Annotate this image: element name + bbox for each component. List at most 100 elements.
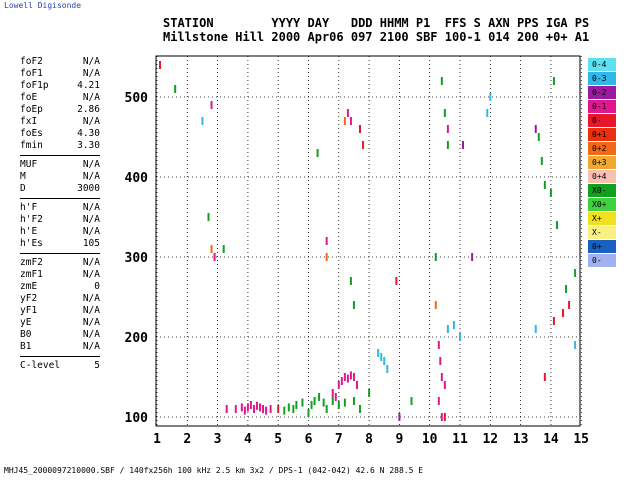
y-tick-label: 100	[125, 411, 149, 426]
echo-mark	[434, 301, 437, 309]
header-values: Millstone Hill 2000 Apr06 097 2100 SBF 1…	[163, 30, 590, 44]
param-separator	[20, 253, 100, 254]
echo-mark	[359, 405, 362, 413]
param-row: D 3000	[20, 183, 100, 195]
echo-mark	[446, 325, 449, 333]
legend-item: X-	[588, 226, 616, 239]
echo-mark	[269, 405, 272, 413]
footer-info: MHJ45_2000097210000.SBF / 140fx256h 100 …	[4, 466, 424, 475]
echo-mark	[331, 397, 334, 405]
plot-frame	[155, 55, 581, 427]
echo-mark	[265, 406, 268, 415]
param-separator	[20, 155, 100, 156]
param-name: h'E	[20, 226, 38, 237]
param-value: 3000	[77, 183, 100, 194]
echo-mark	[543, 373, 546, 381]
param-name: h'F	[20, 202, 38, 213]
x-tick-label: 1	[153, 432, 161, 447]
echo-mark	[377, 349, 380, 357]
echo-mark	[439, 357, 442, 365]
echo-mark	[201, 117, 204, 125]
echo-mark	[555, 221, 558, 229]
param-row: B0 N/A	[20, 329, 100, 341]
echo-mark	[343, 398, 346, 407]
x-tick-label: 11	[452, 432, 468, 447]
param-value: 0	[94, 281, 100, 292]
echo-mark	[210, 245, 213, 253]
param-name: h'F2	[20, 214, 43, 225]
param-row: C-level 5	[20, 360, 100, 372]
echo-mark	[386, 365, 389, 373]
param-row: MUF N/A	[20, 159, 100, 171]
app-brand: Lowell Digisonde	[4, 1, 82, 10]
param-value: 2.86	[77, 104, 100, 115]
param-row: h'E N/A	[20, 226, 100, 238]
echo-mark	[352, 373, 355, 381]
echo-mark	[486, 109, 489, 117]
param-row: foEp 2.86	[20, 104, 100, 116]
legend-item: 0+3	[588, 156, 616, 169]
echo-mark	[471, 253, 474, 261]
echo-mark	[262, 405, 265, 413]
echo-mark	[462, 141, 465, 149]
echo-mark	[362, 141, 365, 149]
param-row: yF2 N/A	[20, 293, 100, 305]
param-name: zmF1	[20, 269, 43, 280]
echo-mark	[213, 253, 216, 261]
param-row: fmin 3.30	[20, 140, 100, 152]
echo-mark	[368, 389, 371, 397]
param-row: foEs 4.30	[20, 128, 100, 140]
echo-mark	[552, 77, 555, 85]
param-name: M	[20, 171, 26, 182]
echo-mark	[446, 141, 449, 149]
param-value: N/A	[82, 305, 100, 316]
echo-mark	[249, 401, 252, 409]
echo-mark	[383, 357, 386, 365]
echo-mark	[359, 125, 362, 133]
param-name: foEp	[20, 104, 43, 115]
amplitude-legend: 0-4 0-3 0-2 0-1 0- 0+1 0+2 0+3 0+4 X0- X0+ X+ X- 0+ 0-	[588, 58, 616, 268]
param-row: h'F2 N/A	[20, 214, 100, 226]
echo-mark	[398, 413, 401, 421]
echo-mark	[437, 397, 440, 405]
param-name: foF2	[20, 56, 43, 67]
param-name: foEs	[20, 128, 43, 139]
echo-mark	[325, 237, 328, 245]
echo-mark	[562, 309, 565, 317]
echo-mark	[240, 403, 243, 412]
parameter-panel: foF2 N/A foF1 N/A foF1p 4.21 foE N/A foEp 2.86 fxI…	[20, 56, 100, 372]
echo-mark	[352, 301, 355, 309]
param-name: zmE	[20, 281, 38, 292]
echo-mark	[568, 301, 571, 309]
legend-item: 0+2	[588, 142, 616, 155]
echo-mark	[440, 413, 443, 421]
echo-mark	[246, 403, 249, 412]
param-name: B0	[20, 329, 32, 340]
param-separator	[20, 198, 100, 199]
echo-mark	[234, 405, 237, 413]
legend-item: 0-2	[588, 86, 616, 99]
x-tick-label: 4	[244, 432, 252, 447]
param-value: N/A	[82, 214, 100, 225]
x-tick-label: 5	[274, 432, 282, 447]
echo-mark	[310, 401, 313, 409]
x-tick-label: 8	[365, 432, 373, 447]
echo-mark	[313, 397, 316, 405]
param-value: N/A	[82, 293, 100, 304]
echo-mark	[355, 381, 358, 389]
param-name: D	[20, 183, 26, 194]
x-tick-label: 14	[543, 432, 559, 447]
echo-mark	[283, 406, 286, 415]
echo-mark	[395, 277, 398, 285]
echo-mark	[349, 277, 352, 285]
echo-mark	[446, 125, 449, 133]
param-value: N/A	[82, 341, 100, 352]
param-name: C-level	[20, 360, 61, 371]
y-tick-label: 500	[125, 91, 149, 106]
x-tick-label: 15	[573, 432, 589, 447]
echo-mark	[159, 61, 162, 69]
echo-mark	[540, 157, 543, 165]
param-row: foF2 N/A	[20, 56, 100, 68]
echo-mark	[437, 341, 440, 349]
legend-item: X+	[588, 212, 616, 225]
